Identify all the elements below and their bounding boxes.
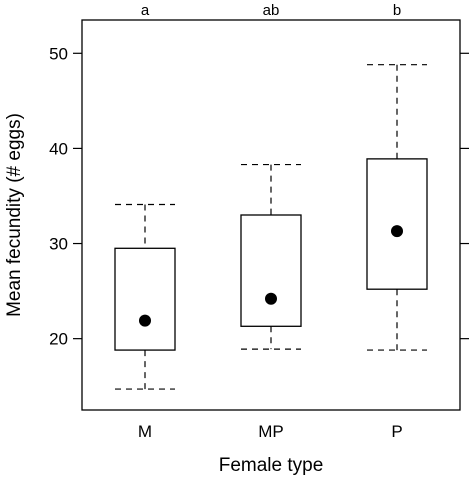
box-P bbox=[366, 64, 428, 351]
x-tick-label-P: P bbox=[391, 422, 402, 441]
y-tick-label-30: 30 bbox=[49, 235, 68, 254]
significance-letter-P: b bbox=[393, 2, 401, 19]
box-M bbox=[114, 203, 176, 390]
significance-letter-M: a bbox=[141, 2, 150, 19]
significance-letters: a ab b bbox=[141, 2, 401, 19]
median-point-M bbox=[139, 314, 151, 327]
y-tick-label-40: 40 bbox=[49, 139, 68, 158]
y-tick-label-20: 20 bbox=[49, 330, 68, 349]
median-point-MP bbox=[265, 292, 277, 305]
boxes-group bbox=[114, 64, 428, 390]
x-tick-label-MP: MP bbox=[258, 422, 284, 441]
y-axis-left: 20 30 40 50 bbox=[49, 44, 82, 349]
median-point-P bbox=[391, 225, 403, 238]
x-tick-label-M: M bbox=[138, 422, 152, 441]
y-tick-label-50: 50 bbox=[49, 44, 68, 63]
y-axis-right bbox=[460, 52, 469, 340]
significance-letter-MP: ab bbox=[263, 2, 280, 19]
iqr-box-MP bbox=[240, 214, 302, 327]
box-MP bbox=[240, 163, 302, 350]
x-axis-labels: M MP P bbox=[138, 422, 403, 441]
x-axis-title: Female type bbox=[219, 455, 324, 476]
plot-frame bbox=[81, 19, 461, 411]
iqr-box-M bbox=[114, 247, 176, 351]
y-axis-title: Mean fecundity (# eggs) bbox=[4, 113, 25, 317]
iqr-box-P bbox=[366, 158, 428, 290]
